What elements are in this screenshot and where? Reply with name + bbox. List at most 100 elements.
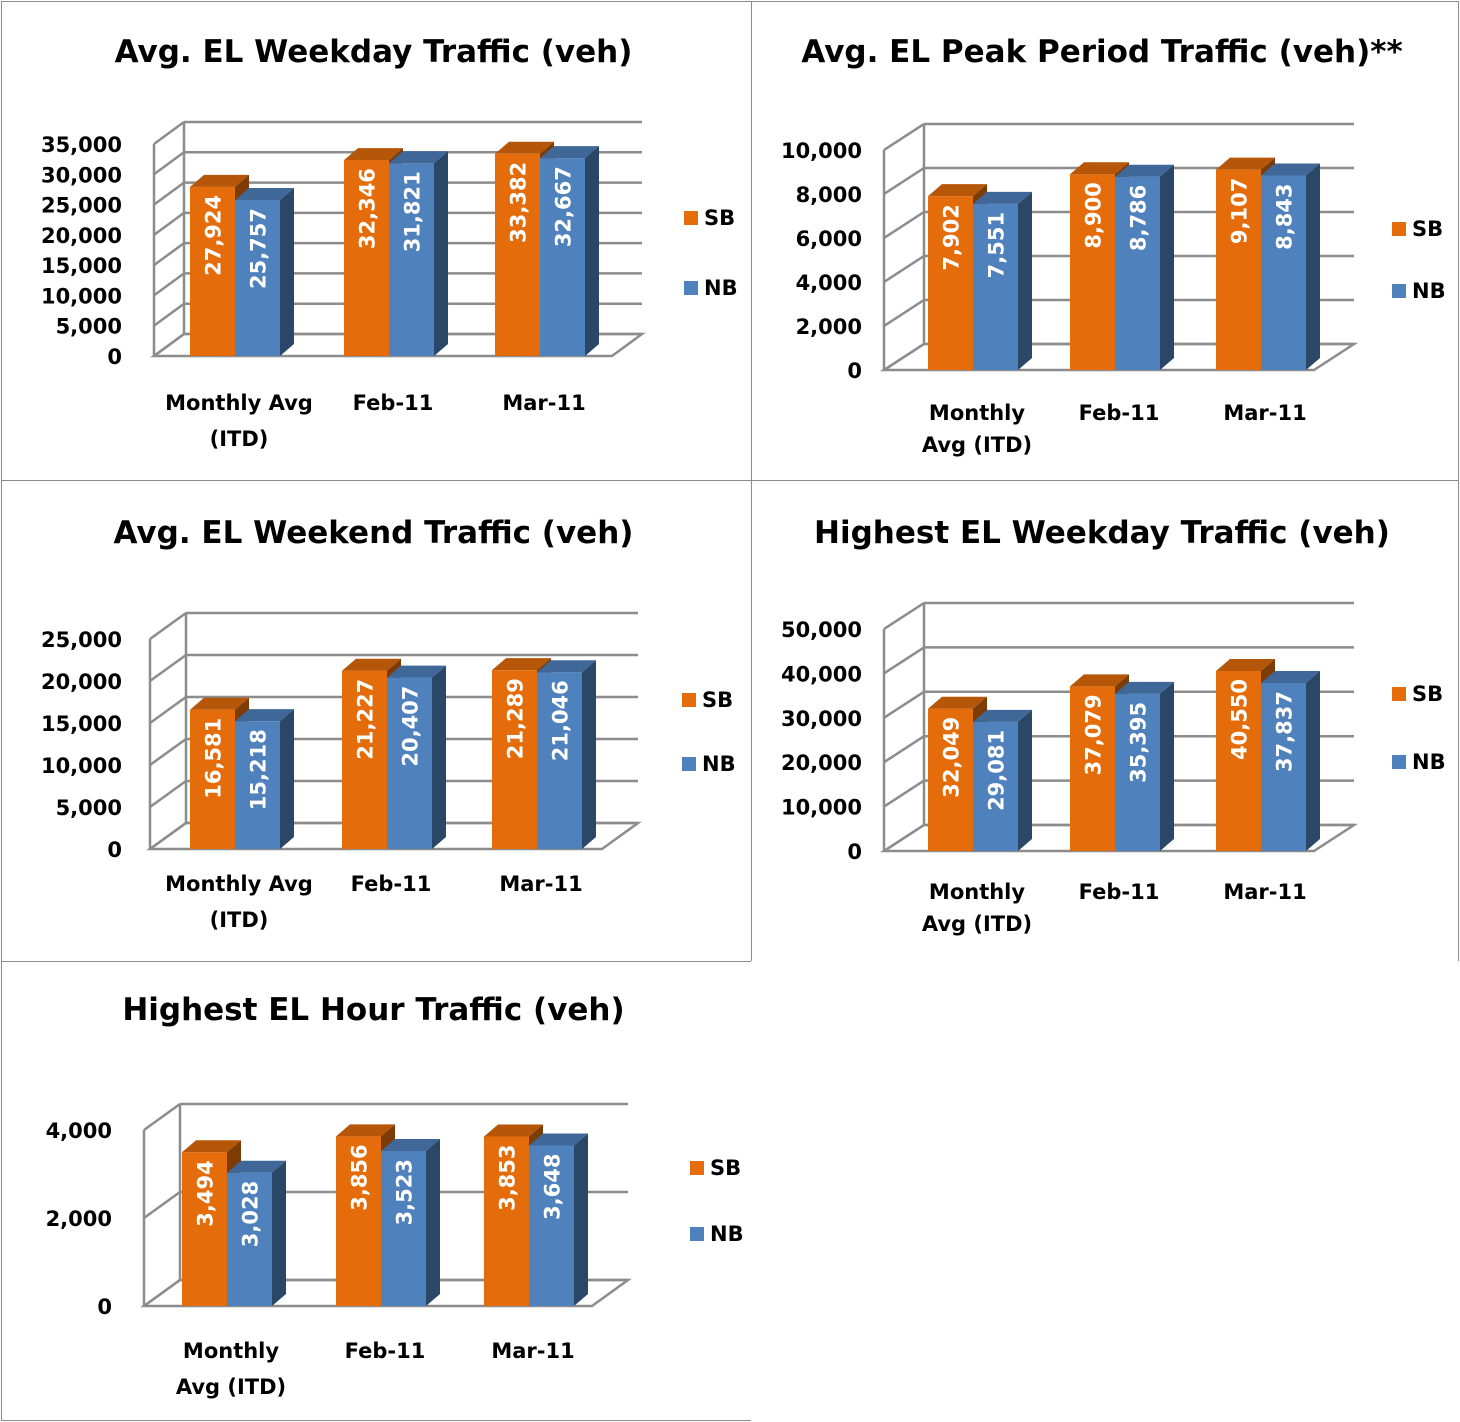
y-tick-label: 15,000 (41, 254, 122, 278)
bar-top (190, 174, 249, 187)
bar-front (235, 721, 280, 849)
y-tick-label: 10,000 (781, 139, 862, 163)
bar-top (190, 697, 249, 710)
bar-front (973, 721, 1018, 851)
bar-side (272, 1160, 286, 1306)
y-tick-label: 0 (847, 359, 862, 383)
category-label: (ITD) (210, 427, 269, 451)
bar-front (389, 163, 434, 356)
y-tick-label: 0 (107, 838, 122, 862)
gridline-diagonal (883, 601, 925, 631)
bar-front (1070, 174, 1115, 370)
legend-swatch-nb (682, 757, 696, 771)
y-tick-label: 35,000 (41, 133, 122, 157)
y-tick-label: 10,000 (41, 284, 122, 308)
bar-side (574, 1133, 588, 1306)
nb-bar (1261, 671, 1320, 851)
y-tick-label: 20,000 (41, 670, 122, 694)
bar-top (928, 184, 987, 197)
data-label: 32,667 (552, 166, 576, 247)
data-label: 31,821 (401, 171, 425, 252)
nb-bar (973, 709, 1032, 851)
bar-top (1216, 658, 1275, 671)
gridline-diagonal (143, 1278, 181, 1308)
bar-side (582, 660, 596, 849)
chart-svg: Highest EL Hour Traffic (veh) 0 2,000 4,000… (46, 992, 744, 1399)
nb-bar (1115, 164, 1174, 370)
bar-side (1306, 163, 1320, 370)
gridline-diagonal (149, 737, 187, 767)
y-tick-label: 15,000 (41, 712, 122, 736)
bar-front (190, 186, 235, 356)
gridline-diagonal (149, 653, 187, 683)
bar-front (1070, 686, 1115, 851)
legend-label-nb: NB (1412, 750, 1446, 774)
bar-side (280, 187, 294, 356)
y-tick-label: 10,000 (781, 796, 862, 820)
category-label: Feb-11 (1079, 401, 1160, 425)
y-tick-label: 40,000 (781, 662, 862, 686)
y-tick-label: 30,000 (41, 163, 122, 187)
category-label: Monthly (929, 401, 1025, 425)
data-label: 37,079 (1082, 694, 1106, 775)
bar-front (1115, 693, 1160, 851)
bar-front (492, 670, 537, 849)
bar-side (1160, 164, 1174, 370)
gridline-diagonal (883, 823, 925, 853)
nb-bar (227, 1160, 286, 1306)
y-tick-label: 0 (847, 840, 862, 864)
legend-label-nb: NB (1412, 279, 1446, 303)
bar-top (344, 148, 403, 161)
y-tick-label: 8,000 (796, 183, 862, 207)
bar-top (537, 660, 596, 673)
bar-front (182, 1152, 227, 1306)
chart-title: Avg. EL Weekend Traffic (veh) (114, 515, 634, 551)
chart-title: Avg. EL Peak Period Traffic (veh)** (801, 34, 1402, 70)
bar-side (1160, 681, 1174, 851)
bar-front (235, 199, 280, 356)
bar-front (537, 672, 582, 849)
category-label: Avg (ITD) (176, 1375, 286, 1399)
bar-top (235, 709, 294, 722)
legend-swatch-nb (684, 281, 698, 295)
data-label: 3,853 (496, 1144, 520, 1210)
legend-label-nb: NB (710, 1222, 744, 1246)
data-label: 21,046 (549, 680, 573, 761)
data-label: 25,757 (247, 208, 271, 289)
empty-panel (751, 961, 1459, 1421)
category-label: Avg (ITD) (922, 433, 1032, 457)
bar-top (529, 1133, 588, 1146)
bar-side (1306, 671, 1320, 851)
bar-front (495, 153, 540, 356)
gridline-diagonal (149, 779, 187, 809)
y-tick-label: 2,000 (796, 315, 862, 339)
legend-swatch-sb (690, 1161, 704, 1175)
bar-front (1261, 683, 1306, 851)
data-label: 15,218 (247, 729, 271, 810)
bar-top (1261, 163, 1320, 176)
data-label: 3,648 (541, 1153, 565, 1219)
data-label: 21,227 (354, 679, 378, 760)
nb-bar (387, 665, 446, 849)
nb-bar (537, 660, 596, 849)
chart-title: Highest EL Hour Traffic (veh) (122, 992, 624, 1028)
bar-top (540, 146, 599, 159)
gridline-diagonal (153, 120, 185, 146)
category-label: Mar-11 (1223, 880, 1306, 904)
legend-swatch-nb (1392, 284, 1406, 298)
bar-top (336, 1124, 395, 1137)
category-label: Mar-11 (502, 391, 585, 415)
nb-bar (529, 1133, 588, 1306)
category-label: Mar-11 (491, 1339, 574, 1363)
legend-label-sb: SB (1412, 217, 1443, 241)
category-label: (ITD) (210, 908, 269, 932)
bar-front (928, 708, 973, 851)
data-label: 40,550 (1228, 679, 1252, 760)
bar-top (973, 191, 1032, 204)
bar-top (1115, 164, 1174, 177)
bar-top (492, 658, 551, 671)
nb-bar (540, 146, 599, 356)
bar-front (484, 1136, 529, 1306)
bar-front (344, 160, 389, 356)
chart-svg: Avg. EL Weekend Traffic (veh) 0 5,000 10,00… (41, 515, 736, 932)
